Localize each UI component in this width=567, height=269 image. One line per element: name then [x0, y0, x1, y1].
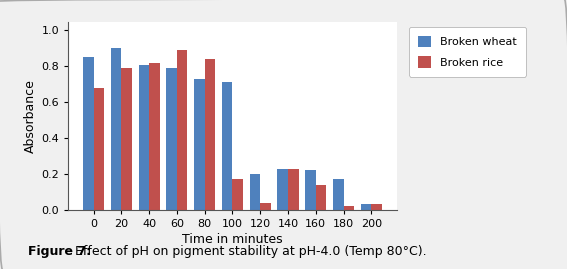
Bar: [232, 179, 243, 210]
Text: Effect of pH on pigment stability at pH-4.0 (Temp 80°C).: Effect of pH on pigment stability at pH-…: [71, 245, 426, 258]
Bar: [111, 48, 121, 210]
Bar: [305, 170, 316, 210]
Bar: [371, 204, 382, 210]
Bar: [194, 79, 205, 210]
Bar: [249, 174, 260, 210]
Bar: [177, 50, 188, 210]
Bar: [260, 203, 271, 210]
Bar: [288, 169, 299, 210]
Bar: [222, 83, 232, 210]
Bar: [94, 88, 104, 210]
Bar: [166, 68, 177, 210]
X-axis label: Time in minutes: Time in minutes: [182, 233, 283, 246]
Bar: [344, 206, 354, 210]
Bar: [205, 59, 215, 210]
Bar: [361, 204, 371, 210]
Y-axis label: Absorbance: Absorbance: [24, 79, 37, 153]
Bar: [138, 65, 149, 210]
Bar: [333, 179, 344, 210]
Bar: [277, 169, 288, 210]
Text: Figure 7:: Figure 7:: [28, 245, 91, 258]
Legend: Broken wheat, Broken rice: Broken wheat, Broken rice: [409, 27, 526, 77]
Bar: [316, 185, 327, 210]
Bar: [149, 63, 160, 210]
Bar: [83, 57, 94, 210]
Bar: [121, 68, 132, 210]
